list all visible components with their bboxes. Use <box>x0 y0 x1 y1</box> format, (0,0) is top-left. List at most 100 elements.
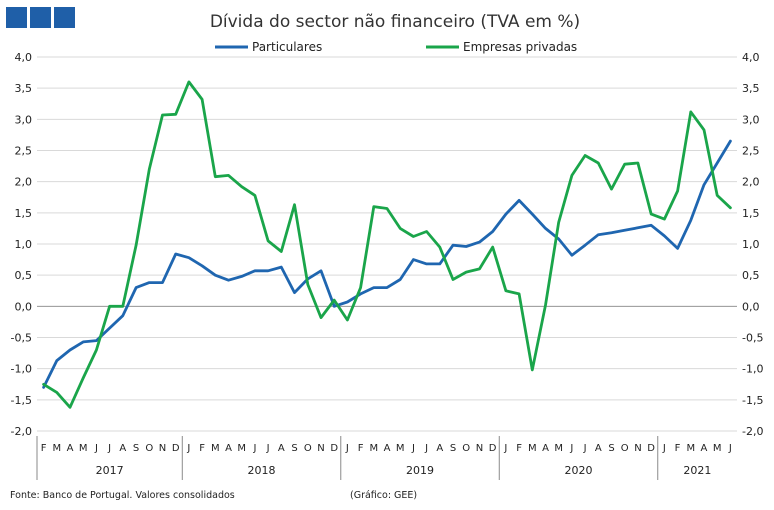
x-tick-label-month: D <box>647 443 655 454</box>
x-tick-label-month: F <box>41 443 47 454</box>
y-tick-label-right: 2,0 <box>742 176 760 189</box>
x-tick-label-month: S <box>608 443 614 454</box>
x-tick-label-month: A <box>595 443 602 454</box>
x-tick-label-month: A <box>119 443 126 454</box>
gridlines <box>37 56 737 432</box>
y-tick-label-left: 4,0 <box>15 51 33 64</box>
y-tick-label-left: -0,5 <box>11 332 32 345</box>
x-tick-label-month: S <box>133 443 139 454</box>
x-tick-label-month: S <box>450 443 456 454</box>
x-tick-label-month: D <box>330 443 338 454</box>
x-tick-label-month: N <box>476 443 483 454</box>
x-tick-label-month: J <box>411 443 415 454</box>
y-tick-label-left: 2,5 <box>15 145 33 158</box>
legend-label-particulares: Particulares <box>252 40 322 54</box>
logo-square-1 <box>6 7 27 28</box>
x-tick-label-month: O <box>462 443 470 454</box>
y-tick-label-left: 2,0 <box>15 176 33 189</box>
x-tick-label-month: M <box>237 443 246 454</box>
x-tick-label-month: M <box>79 443 88 454</box>
x-tick-label-month: A <box>225 443 232 454</box>
x-tick-label-month: D <box>172 443 180 454</box>
y-tick-label-left: -1,5 <box>11 394 32 407</box>
footer-credit: (Gráfico: GEE) <box>350 490 417 501</box>
y-tick-label-right: 1,0 <box>742 238 760 251</box>
x-tick-label-month: J <box>107 443 111 454</box>
x-tick-label-month: F <box>358 443 364 454</box>
x-tick-label-month: M <box>686 443 695 454</box>
y-tick-label-left: 1,5 <box>15 207 33 220</box>
x-tick-label-month: J <box>266 443 270 454</box>
series-lines <box>42 80 732 409</box>
x-tick-label-month: A <box>278 443 285 454</box>
y-tick-label-right: 0,5 <box>742 269 760 282</box>
x-tick-label-month: A <box>701 443 708 454</box>
x-tick-label-month: M <box>713 443 722 454</box>
x-tick-label-month: N <box>317 443 324 454</box>
x-tick-label-month: F <box>675 443 681 454</box>
x-tick-label-month: J <box>728 443 732 454</box>
x-tick-label-month: N <box>634 443 641 454</box>
legend-label-empresas: Empresas privadas <box>463 40 577 54</box>
x-tick-label-month: A <box>436 443 443 454</box>
y-tick-label-right: 4,0 <box>742 51 760 64</box>
x-tick-label-month: M <box>52 443 61 454</box>
x-tick-label-month: N <box>159 443 166 454</box>
x-tick-label-year: 2019 <box>406 464 434 477</box>
y-tick-label-right: 0,0 <box>742 300 760 313</box>
y-tick-label-left: 3,5 <box>15 82 33 95</box>
x-tick-label-month: J <box>345 443 349 454</box>
x-tick-label-month: F <box>516 443 522 454</box>
x-tick-label-month: M <box>554 443 563 454</box>
chart-title: Dívida do sector não financeiro (TVA em … <box>210 12 580 32</box>
series-line-empresas-privadas <box>42 80 732 409</box>
y-tick-label-left: -2,0 <box>11 425 32 438</box>
y-tick-label-left: 0,0 <box>15 300 33 313</box>
x-tick-label-month: J <box>583 443 587 454</box>
y-tick-label-right: -1,0 <box>742 363 763 376</box>
x-tick-label-month: D <box>489 443 497 454</box>
y-tick-label-right: -0,5 <box>742 332 763 345</box>
y-tick-label-right: 1,5 <box>742 207 760 220</box>
y-tick-label-right: -2,0 <box>742 425 763 438</box>
y-tick-label-left: -1,0 <box>11 363 32 376</box>
y-tick-label-right: 3,0 <box>742 113 760 126</box>
x-tick-label-month: J <box>252 443 256 454</box>
x-tick-label-month: A <box>384 443 391 454</box>
x-tick-label-year: 2020 <box>565 464 593 477</box>
footer-source: Fonte: Banco de Portugal. Valores consol… <box>10 490 235 501</box>
x-tick-label-month: A <box>67 443 74 454</box>
series-line-particulares <box>42 139 732 389</box>
logo-square-2 <box>30 7 51 28</box>
x-tick-label-year: 2018 <box>248 464 276 477</box>
y-tick-label-left: 1,0 <box>15 238 33 251</box>
y-tick-label-right: 3,5 <box>742 82 760 95</box>
logo-square-3 <box>54 7 75 28</box>
y-tick-label-right: 2,5 <box>742 145 760 158</box>
y-tick-label-left: 3,0 <box>15 113 33 126</box>
y-tick-label-left: 0,5 <box>15 269 33 282</box>
x-tick-label-month: J <box>662 443 666 454</box>
x-tick-label-month: O <box>621 443 629 454</box>
legend: Particulares Empresas privadas <box>215 40 577 54</box>
x-tick-label-month: M <box>211 443 220 454</box>
x-tick-label-month: M <box>528 443 537 454</box>
x-tick-label-month: O <box>145 443 153 454</box>
x-tick-label-month: J <box>569 443 573 454</box>
x-tick-label-year: 2017 <box>96 464 124 477</box>
x-tick-label-month: M <box>369 443 378 454</box>
y-axis-left: -2,0 -1,5 -1,0 -0,5 0,0 0,5 1,0 1,5 2,0 2,5 3,0 3,5… <box>11 51 32 438</box>
y-tick-label-right: -1,5 <box>742 394 763 407</box>
x-tick-label-month: F <box>199 443 205 454</box>
y-axis-right: -2,0 -1,5 -1,0 -0,5 0,0 0,5 1,0 1,5 2,0 2,5 3,0 3,5… <box>742 51 763 438</box>
x-tick-label-year: 2021 <box>683 464 711 477</box>
x-tick-label-month: A <box>542 443 549 454</box>
x-tick-label-month: O <box>304 443 312 454</box>
x-tick-label-month: M <box>396 443 405 454</box>
x-tick-label-month: J <box>94 443 98 454</box>
x-tick-label-month: J <box>424 443 428 454</box>
x-tick-label-month: J <box>186 443 190 454</box>
x-tick-label-month: J <box>503 443 507 454</box>
